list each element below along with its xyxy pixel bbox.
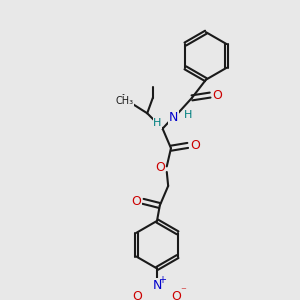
Text: H: H: [184, 110, 192, 120]
Text: O: O: [190, 139, 200, 152]
Text: +: +: [158, 274, 166, 285]
Text: ⁻: ⁻: [180, 286, 186, 296]
Text: O: O: [212, 88, 222, 102]
Text: O: O: [172, 290, 182, 300]
Text: H: H: [153, 118, 162, 128]
Text: N: N: [169, 111, 178, 124]
Text: O: O: [133, 290, 142, 300]
Text: O: O: [131, 195, 141, 208]
Text: CH₃: CH₃: [116, 96, 134, 106]
Text: O: O: [155, 161, 165, 174]
Text: N: N: [152, 279, 162, 292]
